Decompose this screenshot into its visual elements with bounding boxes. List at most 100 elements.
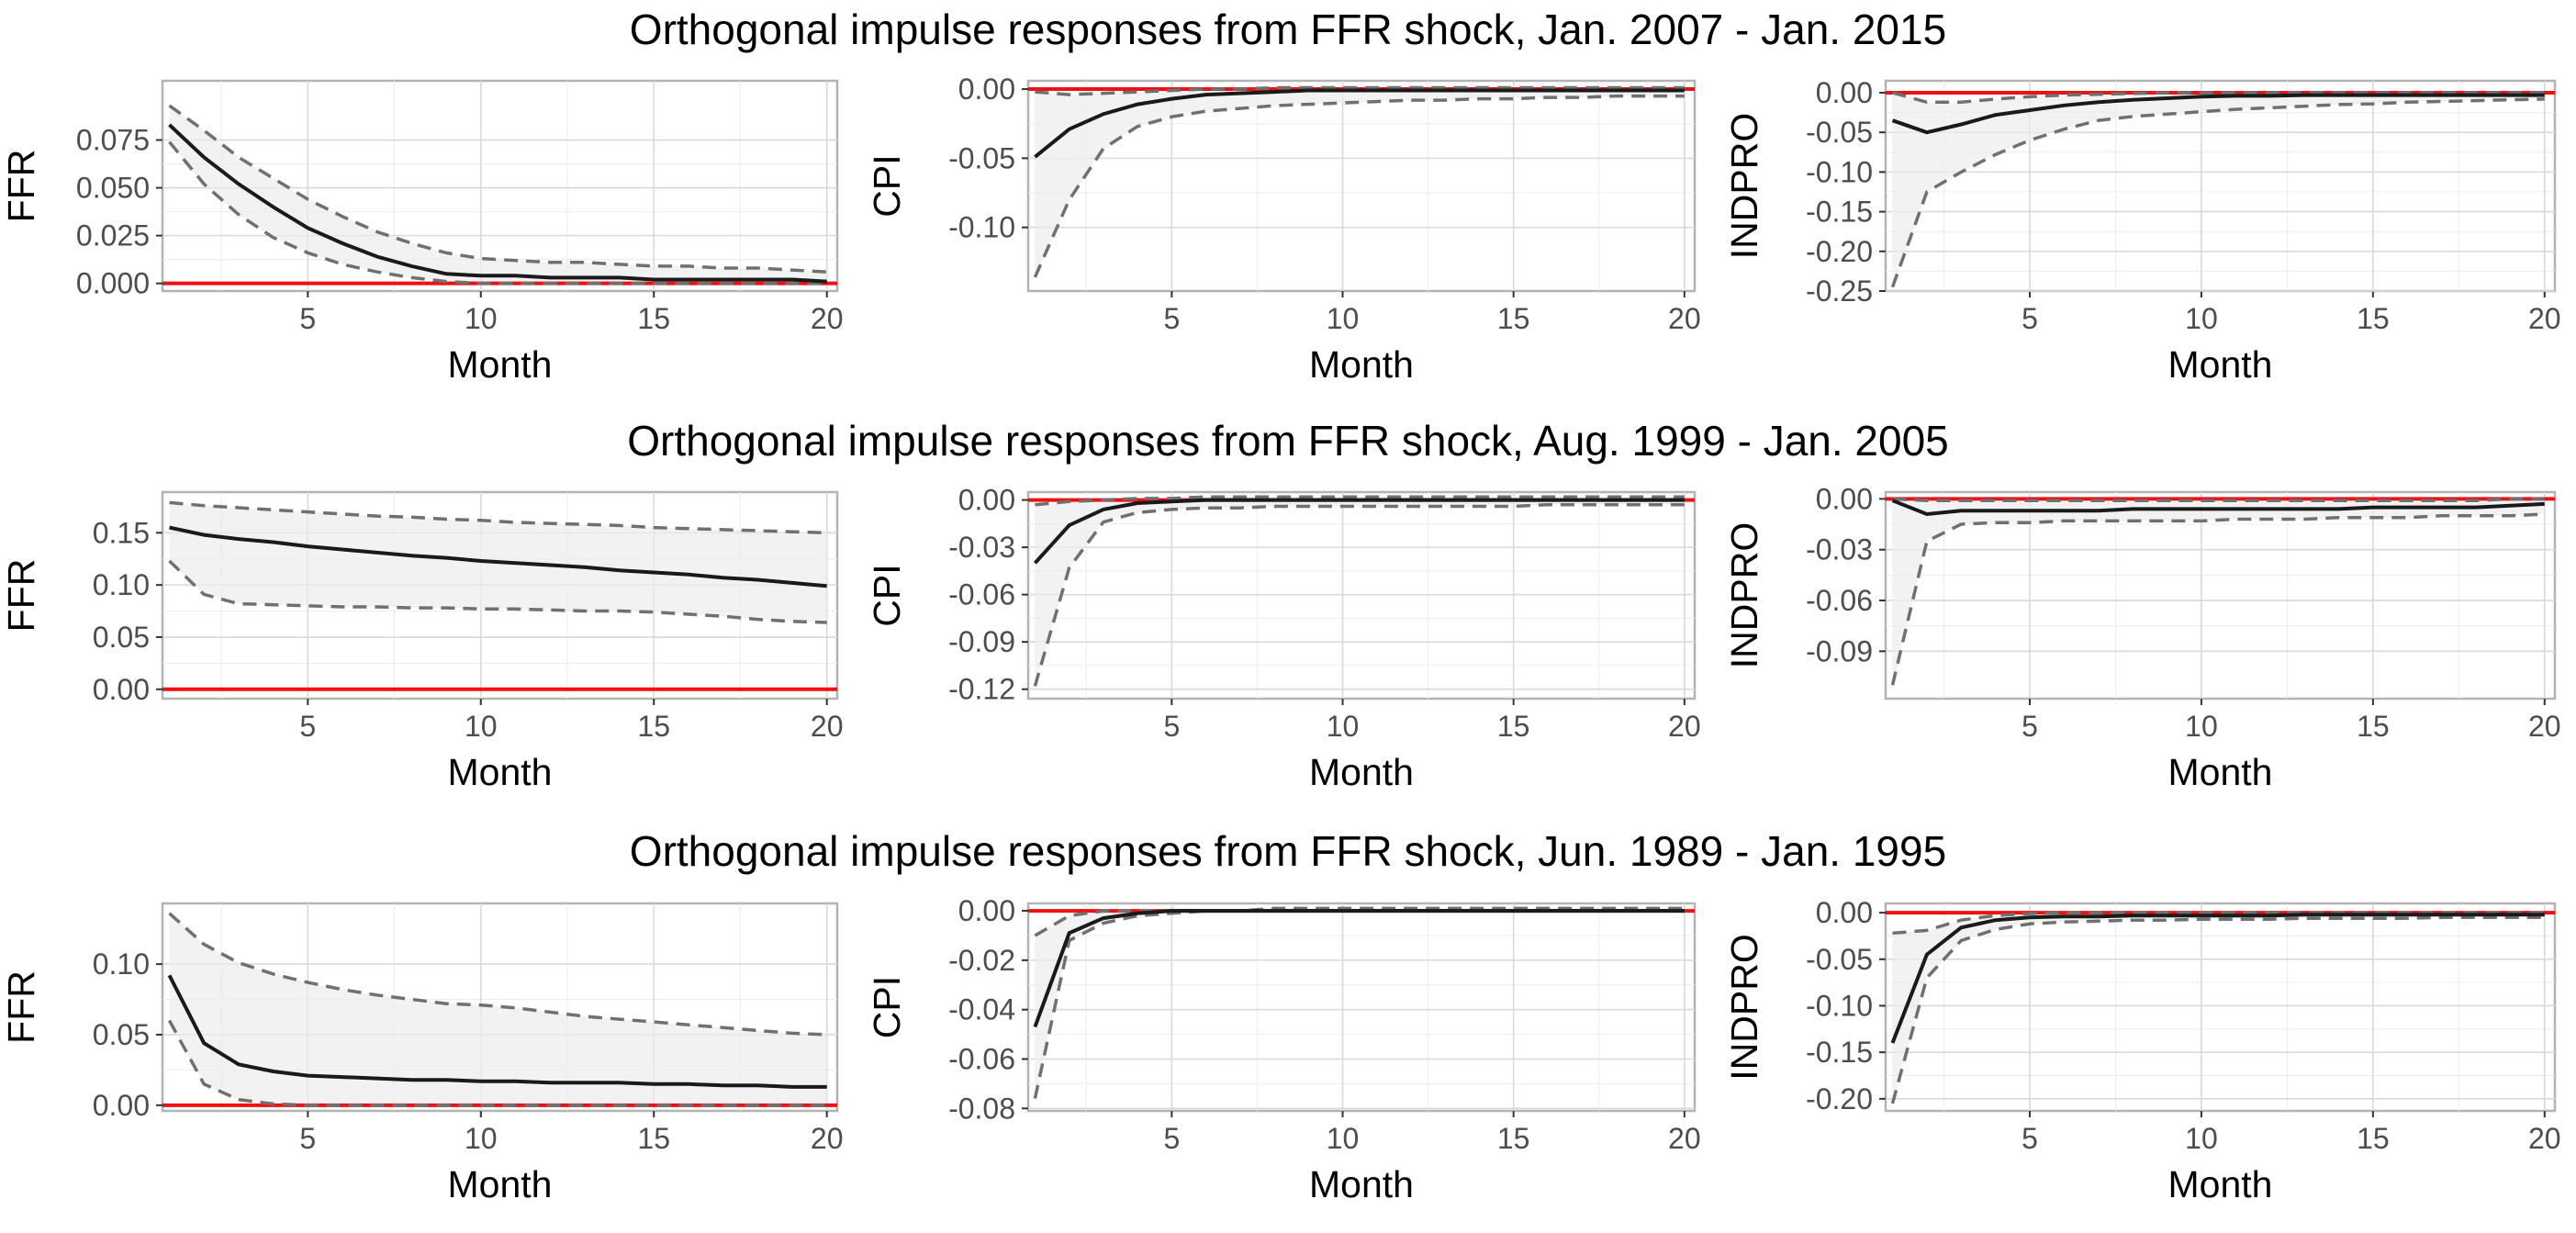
panel-cpi-row1-x-tick-label: 10 [1327,302,1360,335]
panel-cpi-row1-x-axis-title: Month [1309,343,1414,386]
panel-indpro-row1-y-tick-label: -0.20 [1806,235,1873,268]
panel-cpi-row1-y-tick-label: -0.10 [948,211,1015,244]
panel-ffr-row3-x-tick-label: 20 [811,1122,844,1155]
panel-cpi-row2-x-tick-label: 15 [1497,710,1530,743]
panel-indpro-row1: 5 10 15 20 0.00 -0.05 -0.10 -0.15 -0.20 -0.25 Mont… [1723,76,2561,386]
panel-cpi-row2-y-axis-title: CPI [866,564,908,626]
panel-cpi-row1-lower-bound [1033,94,1685,278]
panel-ffr-row2-x-axis-title: Month [448,751,553,793]
panel-ffr-row3-y-tick-label: 0.05 [93,1018,150,1051]
panel-cpi-row2-x-axis-title: Month [1309,751,1414,793]
panel-cpi-row3-x-tick-label: 5 [1163,1122,1180,1155]
panel-indpro-row1-confidence-band [1892,93,2545,287]
panel-ffr-row2-y-axis-title: FFR [0,559,42,633]
panel-ffr-row1-upper-bound [168,104,827,274]
panel-cpi-row3-x-tick-label: 15 [1497,1122,1530,1155]
panel-indpro-row1-x-tick-label: 15 [2357,302,2390,335]
panel-indpro-row3-y-tick-label: -0.10 [1806,989,1873,1022]
panel-cpi-row2: 5 10 15 20 0.00 -0.03 -0.06 -0.09 -0.12 Month CPI [866,484,1701,793]
panel-ffr-row2-y-tick-label: 0.05 [93,621,150,654]
panel-indpro-row2-x-tick-label: 5 [2022,710,2038,743]
panel-cpi-row3-upper-bound [1034,906,1685,937]
row-title-1999-2005: Orthogonal impulse responses from FFR sh… [627,417,1949,465]
panel-cpi-row2-lower-bound [1033,502,1685,687]
panel-indpro-row3-x-tick-label: 20 [2528,1122,2561,1155]
panel-indpro-row3-x-tick-label: 15 [2357,1122,2390,1155]
panel-ffr-row2-x-tick-label: 10 [465,710,498,743]
panel-ffr-row2-y-tick-label: 0.00 [93,673,150,706]
panel-indpro-row2-x-tick-label: 20 [2528,710,2561,743]
panel-cpi-row3-x-tick-label: 20 [1668,1122,1701,1155]
panel-ffr-row2-response-line [169,525,827,588]
panel-ffr-row1-response-line [168,123,827,284]
panel-cpi-row3-frame [1026,902,1697,1113]
panel-cpi-row2-y-tick-label: -0.09 [948,625,1015,658]
panel-ffr-row1-x-tick-label: 10 [465,302,498,335]
panel-cpi-row1-confidence-band [1035,87,1685,277]
panel-indpro-row2-frame [1884,490,2557,701]
panel-cpi-row3-y-tick-label: -0.06 [948,1043,1015,1076]
panel-indpro-row1-lower-bound [1890,97,2545,288]
panel-indpro-row2-x-axis-title: Month [2168,751,2273,793]
panel-cpi-row3-y-tick-label: -0.02 [948,944,1015,977]
panel-indpro-row1-y-tick-label: -0.25 [1806,275,1873,308]
panel-indpro-row3-upper-bound [1892,911,2545,936]
panel-cpi-row2-y-tick-label: -0.06 [948,578,1015,611]
panel-ffr-row2: 5 10 15 20 0.00 0.05 0.10 0.15 Month FFR [0,490,843,793]
panel-indpro-row3-frame [1884,902,2557,1113]
panel-indpro-row2-y-axis-title: INDPRO [1723,522,1765,668]
panel-indpro-row3-y-tick-label: -0.20 [1806,1082,1873,1115]
panel-indpro-row2-y-tick-label: 0.00 [1816,482,1873,515]
panel-indpro-row3-x-axis-title: Month [2168,1163,2273,1205]
panel-ffr-row3-y-tick-label: 0.10 [93,947,150,981]
panel-cpi-row3-x-tick-label: 10 [1327,1122,1360,1155]
panel-cpi-row2-confidence-band [1035,497,1685,687]
panel-cpi-row2-frame [1026,490,1697,701]
panel-indpro-row3-response-line [1890,913,2545,1044]
panel-cpi-row2-y-tick-label: 0.00 [958,484,1015,517]
panel-ffr-row1: 5 10 15 20 0.000 0.025 0.050 0.075 Month FFR [0,79,843,386]
panel-cpi-row1-y-axis-title: CPI [866,154,908,217]
panel-indpro-row3-y-tick-label: -0.15 [1806,1036,1873,1069]
panel-ffr-row3-x-axis-title: Month [448,1163,553,1205]
panel-indpro-row2-x-tick-label: 15 [2357,710,2390,743]
panel-ffr-row1-y-tick-label: 0.000 [76,267,150,300]
panel-indpro-row1-y-tick-label: -0.15 [1806,196,1873,229]
panel-cpi-row2-x-tick-label: 20 [1668,710,1701,743]
panel-indpro-row1-y-tick-label: 0.00 [1816,76,1873,109]
panel-ffr-row3-x-tick-label: 15 [637,1122,670,1155]
panel-ffr-row2-x-tick-label: 15 [637,710,670,743]
panel-indpro-row2-y-tick-label: -0.03 [1806,533,1873,566]
panel-indpro-row3-y-axis-title: INDPRO [1723,934,1765,1080]
panel-ffr-row3-x-tick-label: 10 [465,1122,498,1155]
panel-cpi-row1-x-tick-label: 15 [1497,302,1530,335]
panel-cpi-row3-response-line [1033,909,1685,1028]
panel-cpi-row1-y-tick-label: -0.05 [948,141,1015,174]
panel-cpi-row3-x-axis-title: Month [1309,1163,1414,1205]
panel-ffr-row1-x-axis-title: Month [448,343,553,386]
panel-cpi-row3: 5 10 15 20 0.00 -0.02 -0.04 -0.06 -0.08 Month CPI [866,894,1701,1205]
panel-cpi-row1-response-line [1034,88,1685,159]
panel-grid: 5 10 15 20 0.000 0.025 0.050 0.075 Month FFR 5 10 15… [0,73,2561,1205]
panel-ffr-row3-y-tick-label: 0.00 [93,1089,150,1122]
panel-ffr-row1-y-axis-title: FFR [0,150,42,223]
panel-cpi-row1-y-tick-label: 0.00 [958,73,1015,106]
panel-ffr-row3-x-tick-label: 5 [299,1122,316,1155]
panel-ffr-row2-x-tick-label: 5 [299,710,316,743]
panel-cpi-row2-x-tick-label: 5 [1163,710,1180,743]
panel-indpro-row2-x-tick-label: 10 [2185,710,2218,743]
panel-indpro-row2-lower-bound [1890,512,2545,686]
panel-cpi-row3-y-tick-label: -0.04 [948,993,1015,1026]
panel-cpi-row1-x-tick-label: 20 [1668,302,1701,335]
panel-indpro-row1-x-tick-label: 5 [2022,302,2038,335]
panel-ffr-row2-lower-bound [168,559,827,624]
panel-ffr-row3-y-axis-title: FFR [0,970,42,1044]
panel-ffr-row2-y-tick-label: 0.15 [93,516,150,549]
panel-cpi-row1-upper-bound [1035,85,1685,96]
panel-indpro-row3-lower-bound [1890,915,2545,1104]
panel-indpro-row2-response-line [1891,499,2545,517]
panel-indpro-row1-y-tick-label: -0.10 [1806,155,1873,188]
row-title-1989-1995: Orthogonal impulse responses from FFR sh… [630,827,1946,875]
panel-indpro-row1-y-axis-title: INDPRO [1723,113,1765,259]
